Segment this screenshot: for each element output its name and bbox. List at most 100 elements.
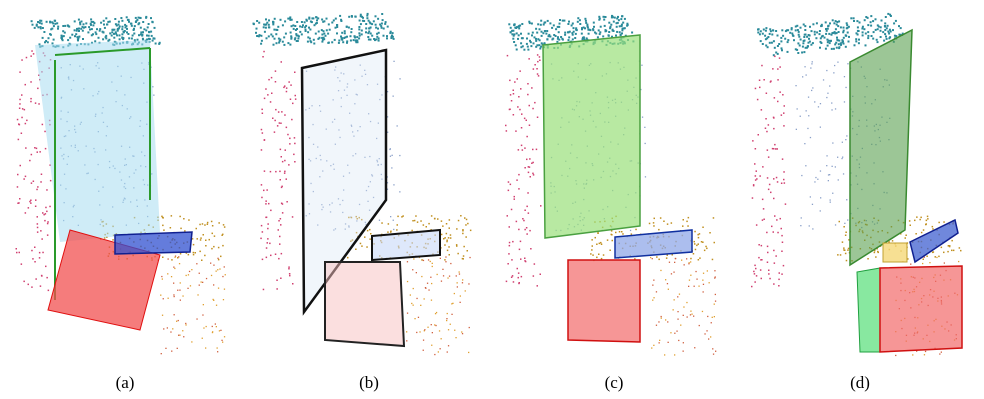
point: [767, 46, 769, 48]
point: [171, 276, 172, 277]
point: [905, 237, 907, 239]
point: [887, 13, 889, 15]
point: [524, 258, 526, 260]
point: [188, 219, 190, 221]
point: [69, 37, 71, 39]
point: [260, 238, 262, 240]
point: [892, 240, 894, 242]
point: [428, 223, 430, 225]
point: [522, 218, 524, 220]
point: [336, 32, 338, 34]
point: [781, 183, 783, 185]
point: [871, 35, 873, 37]
point: [845, 139, 846, 140]
point: [461, 331, 462, 332]
point: [430, 261, 431, 262]
point: [282, 161, 284, 163]
point: [197, 238, 199, 240]
point: [547, 20, 549, 22]
point: [635, 229, 637, 231]
point: [768, 270, 770, 272]
point: [543, 24, 545, 26]
point: [862, 31, 864, 33]
point: [513, 33, 515, 35]
point: [842, 241, 844, 243]
point: [397, 216, 399, 218]
point: [667, 321, 668, 322]
point: [653, 280, 654, 281]
point: [535, 40, 537, 42]
point: [766, 131, 768, 133]
point: [870, 15, 872, 17]
point: [825, 28, 827, 30]
point: [40, 26, 42, 28]
point: [133, 29, 135, 31]
point: [34, 147, 36, 149]
point: [652, 300, 653, 301]
point: [610, 26, 612, 28]
point: [522, 149, 524, 151]
point: [33, 181, 35, 183]
point: [158, 43, 160, 45]
point: [540, 274, 542, 276]
point: [620, 18, 622, 20]
point: [691, 314, 692, 315]
point: [201, 281, 202, 282]
point: [45, 207, 47, 209]
point: [286, 178, 288, 180]
point: [215, 323, 216, 324]
point: [867, 37, 869, 39]
point: [278, 229, 280, 231]
point: [447, 313, 448, 314]
point: [660, 270, 661, 271]
point: [68, 26, 70, 28]
point: [631, 233, 633, 235]
point: [25, 84, 27, 86]
point: [373, 38, 375, 40]
point: [390, 31, 392, 33]
point: [773, 148, 775, 150]
point: [795, 29, 797, 31]
point: [528, 58, 530, 60]
point: [855, 40, 857, 42]
point: [447, 277, 448, 278]
point: [517, 106, 519, 108]
point: [446, 241, 448, 243]
point: [846, 135, 847, 136]
point: [508, 190, 510, 192]
point: [529, 40, 531, 42]
point: [774, 97, 776, 99]
point: [19, 103, 21, 105]
point: [770, 192, 772, 194]
point: [783, 179, 785, 181]
point: [202, 223, 204, 225]
point: [513, 114, 515, 116]
point: [268, 19, 270, 21]
point: [256, 28, 258, 30]
point: [825, 48, 827, 50]
point: [162, 225, 164, 227]
point: [26, 57, 28, 59]
panel-labels: (a) (b) (c) (d): [116, 373, 870, 392]
plane: [857, 268, 880, 352]
point: [777, 53, 779, 55]
point: [375, 27, 377, 29]
point: [133, 33, 135, 35]
point: [534, 36, 536, 38]
point: [75, 33, 77, 35]
point: [173, 294, 174, 295]
point: [448, 237, 450, 239]
point: [702, 227, 704, 229]
point: [432, 332, 433, 333]
point: [805, 34, 807, 36]
point: [199, 224, 201, 226]
point: [828, 180, 829, 181]
point: [687, 316, 688, 317]
point: [754, 281, 756, 283]
point: [830, 202, 831, 203]
point: [821, 25, 823, 27]
point: [812, 204, 813, 205]
point: [519, 109, 521, 111]
point: [781, 235, 783, 237]
point: [261, 149, 263, 151]
